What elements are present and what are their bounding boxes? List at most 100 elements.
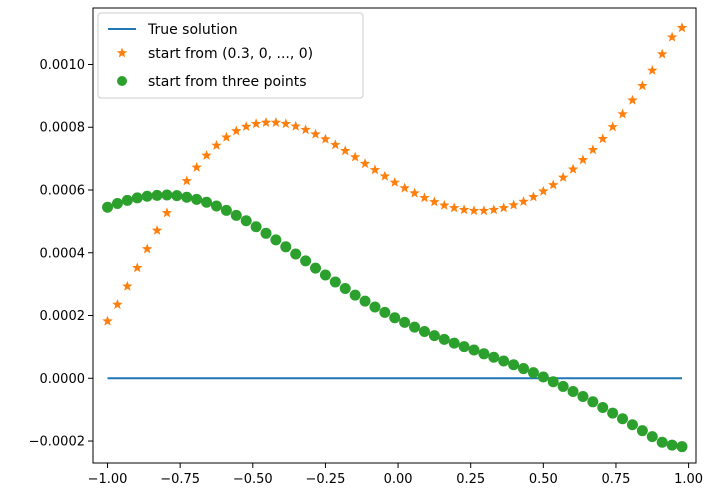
star-point xyxy=(548,179,559,190)
legend: True solution start from (0.3, 0, ..., 0… xyxy=(97,12,364,99)
star-point xyxy=(369,164,381,175)
circle-point xyxy=(478,348,490,360)
circle-point xyxy=(230,209,242,221)
y-axis: −0.0002 0.0000 0.0002 0.0004 0.0006 0.0008 0.0… xyxy=(29,58,93,450)
x-tick-label: 0.75 xyxy=(601,472,630,487)
legend-label-start-from-point: start from (0.3, 0, ..., 0) xyxy=(148,46,313,62)
star-point xyxy=(141,243,153,254)
circle-point xyxy=(626,419,638,431)
circle-point xyxy=(508,359,520,371)
star-point xyxy=(290,120,301,131)
star-point xyxy=(330,139,341,150)
x-tick-label: 0.00 xyxy=(384,472,413,487)
star-point xyxy=(567,163,579,174)
star-point xyxy=(409,187,420,198)
star-point xyxy=(310,128,321,139)
star-point xyxy=(191,161,202,172)
star-point xyxy=(240,121,252,132)
circle-point xyxy=(260,227,272,239)
circle-point xyxy=(290,248,302,260)
circle-point xyxy=(537,371,549,383)
circle-point xyxy=(141,190,153,202)
y-tick-label: 0.0010 xyxy=(40,58,86,73)
legend-label-three-points: start from three points xyxy=(148,74,307,90)
circle-point xyxy=(300,255,312,267)
circle-point xyxy=(111,197,123,209)
star-point xyxy=(260,117,272,127)
circle-point xyxy=(527,367,539,379)
circle-point xyxy=(220,204,232,216)
circle-point xyxy=(359,295,371,307)
circle-point xyxy=(409,321,421,333)
star-point xyxy=(429,196,440,207)
circle-point xyxy=(577,390,589,402)
star-point xyxy=(181,175,192,186)
star-point xyxy=(528,191,539,202)
star-point xyxy=(419,192,430,203)
star-point xyxy=(656,48,668,59)
x-tick-label: 1.00 xyxy=(674,472,703,487)
circle-point xyxy=(448,337,460,349)
circle-point xyxy=(240,215,252,227)
star-point xyxy=(518,196,529,207)
y-tick-label: 0.0006 xyxy=(40,184,86,199)
x-tick-label: 0.50 xyxy=(529,472,558,487)
star-point xyxy=(340,145,351,156)
legend-star-icon xyxy=(116,47,128,58)
y-tick-label: 0.0008 xyxy=(40,121,86,136)
star-point xyxy=(587,144,599,155)
x-tick-label: −0.25 xyxy=(306,472,346,487)
circle-point xyxy=(399,316,411,328)
star-point xyxy=(359,158,371,169)
y-tick-label: 0.0002 xyxy=(40,309,86,324)
plot-frame xyxy=(92,7,697,464)
circle-point xyxy=(557,380,569,392)
star-point xyxy=(617,108,628,119)
star-point xyxy=(458,204,470,215)
circle-point xyxy=(102,201,114,213)
star-point xyxy=(627,94,638,105)
circle-point xyxy=(597,401,609,413)
star-point xyxy=(161,207,173,218)
circle-point xyxy=(458,341,470,353)
circle-point xyxy=(676,441,688,453)
circle-point xyxy=(250,221,262,233)
circle-point xyxy=(131,192,143,204)
circle-point xyxy=(438,333,450,345)
star-point xyxy=(508,199,519,210)
circle-point xyxy=(468,344,480,356)
star-point xyxy=(270,117,282,127)
star-point xyxy=(151,224,163,235)
circle-point xyxy=(151,189,163,201)
star-point xyxy=(122,280,133,291)
circle-point xyxy=(171,190,183,202)
circle-point xyxy=(270,234,282,246)
circle-point xyxy=(349,289,361,301)
y-tick-label: 0.0000 xyxy=(40,372,86,387)
star-point xyxy=(488,204,500,215)
star-point xyxy=(250,118,262,129)
star-point xyxy=(320,133,331,144)
circle-point xyxy=(567,385,579,397)
star-point xyxy=(637,80,648,91)
circle-point xyxy=(161,189,173,201)
star-point xyxy=(577,154,589,165)
legend-star-swatch xyxy=(116,47,128,58)
star-point xyxy=(498,202,509,213)
star-point xyxy=(439,199,450,210)
circle-point xyxy=(379,306,391,318)
star-point xyxy=(300,124,311,135)
star-point xyxy=(399,182,410,193)
star-point xyxy=(666,31,678,42)
star-point xyxy=(478,205,490,216)
star-point xyxy=(468,205,480,216)
star-point xyxy=(132,262,143,273)
star-point xyxy=(231,125,242,136)
circle-point xyxy=(369,301,381,313)
x-tick-label: 0.25 xyxy=(456,472,485,487)
star-point xyxy=(676,22,688,33)
legend-circle-swatch xyxy=(117,76,127,86)
star-point xyxy=(349,151,361,162)
circle-point xyxy=(617,413,629,425)
circle-point xyxy=(339,283,351,295)
